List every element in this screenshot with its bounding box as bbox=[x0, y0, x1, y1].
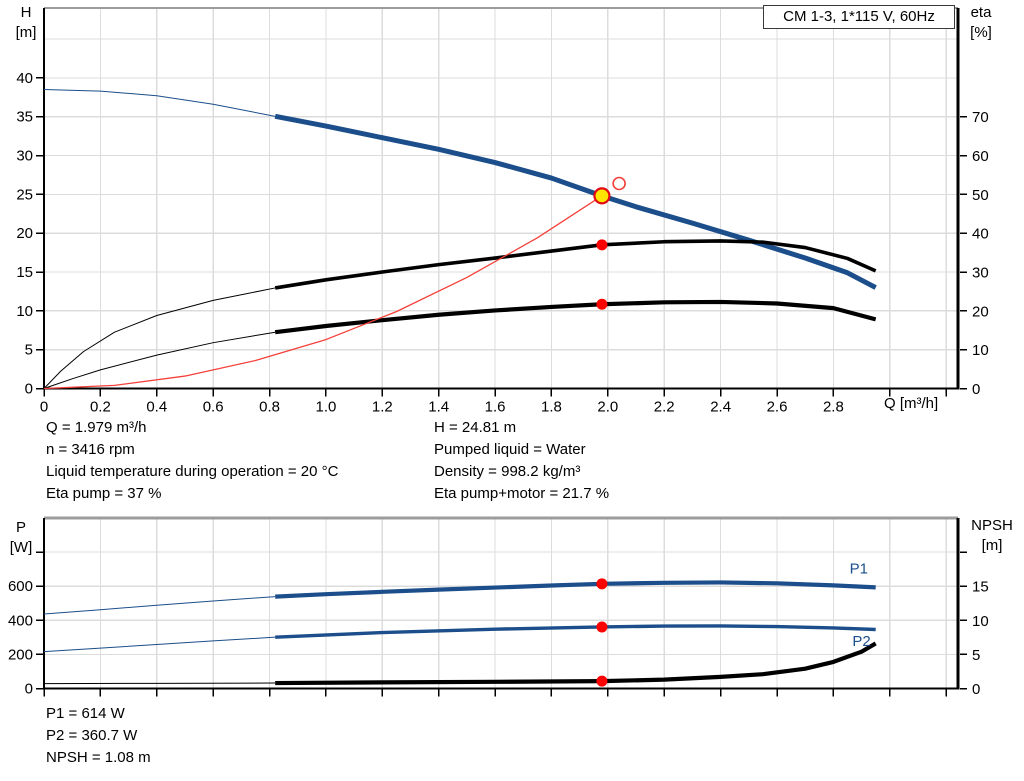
right-tick-label: 5 bbox=[972, 647, 980, 664]
x-tick-label: 0.4 bbox=[146, 399, 167, 416]
right-tick-label: 10 bbox=[972, 613, 989, 630]
p2-value: P2 = 360.7 W bbox=[46, 727, 138, 744]
left-tick-label: 400 bbox=[8, 612, 33, 629]
density-value: Density = 998.2 kg/m³ bbox=[434, 463, 581, 480]
left-tick-label: 5 bbox=[25, 342, 33, 359]
right-tick-label: 40 bbox=[972, 226, 989, 243]
x-tick-label: 0.8 bbox=[259, 399, 280, 416]
h-axis-label-unit: [m] bbox=[15, 24, 37, 41]
npsh-value: NPSH = 1.08 m bbox=[46, 749, 151, 766]
duty-point-marker bbox=[593, 187, 611, 205]
left-tick-label: 40 bbox=[16, 70, 33, 87]
x-tick-label: 1.6 bbox=[485, 399, 506, 416]
npsh-point-marker bbox=[596, 675, 608, 687]
eta-axis-label: eta [%] bbox=[960, 3, 1002, 43]
right-tick-label: 0 bbox=[972, 681, 980, 698]
p1-value: P1 = 614 W bbox=[46, 705, 125, 722]
pumped-liquid-value: Pumped liquid = Water bbox=[434, 441, 586, 458]
eta-pump-motor-curve bbox=[274, 299, 877, 335]
p1-curve-thin bbox=[43, 596, 276, 615]
right-tick-label: 70 bbox=[972, 109, 989, 126]
p2-curve bbox=[275, 624, 876, 639]
left-tick-label: 15 bbox=[16, 264, 33, 281]
left-tick-label: 30 bbox=[16, 148, 33, 165]
eta-pump-point-marker bbox=[596, 239, 608, 251]
left-tick-label: 25 bbox=[16, 186, 33, 203]
operating-data-right: H = 24.81 m Pumped liquid = Water Densit… bbox=[434, 417, 609, 505]
npsh-curve-thin bbox=[43, 682, 276, 685]
right-tick-label: 60 bbox=[972, 148, 989, 165]
head-curve-thin bbox=[43, 89, 276, 117]
eta-pump-motor-curve-thin bbox=[43, 331, 276, 389]
x-tick-label: 0 bbox=[40, 399, 48, 416]
p-axis-label-symbol: P bbox=[15, 519, 26, 536]
x-tick-label: 2.8 bbox=[823, 399, 844, 416]
p2-curve-thin bbox=[43, 636, 276, 653]
q-value: Q = 1.979 m³/h bbox=[46, 419, 147, 436]
x-tick-label: 1.8 bbox=[541, 399, 562, 416]
p1-curve bbox=[275, 580, 876, 599]
hq-chart: 0 0.2 0.4 0.6 0.8 1.0 1.2 1.4 1.6 1.8 2.0 2.2 2.4 2.6… bbox=[16, 7, 989, 416]
x-tick-label: 1.4 bbox=[428, 399, 449, 416]
speed-value: n = 3416 rpm bbox=[46, 441, 135, 458]
eta-axis-label-symbol: eta bbox=[970, 4, 992, 21]
operating-data-left: Q = 1.979 m³/h n = 3416 rpm Liquid tempe… bbox=[46, 417, 338, 505]
left-tick-label: 0 bbox=[25, 681, 33, 698]
h-axis-label: H [m] bbox=[8, 3, 44, 43]
right-tick-label: 50 bbox=[972, 187, 989, 204]
x-tick-label: 2.4 bbox=[710, 399, 731, 416]
eta-pump-curve bbox=[274, 239, 877, 290]
requested-duty-point-marker bbox=[612, 176, 626, 191]
right-tick-label: 20 bbox=[972, 303, 989, 320]
x-tick-label: 1.2 bbox=[372, 399, 393, 416]
power-data: P1 = 614 W P2 = 360.7 W NPSH = 1.08 m bbox=[46, 703, 151, 769]
curve-label-p1: P1 bbox=[850, 560, 868, 577]
head-value: H = 24.81 m bbox=[434, 419, 517, 436]
eta-pump-curve-thin bbox=[43, 287, 276, 389]
npsh-axis-label-unit: [m] bbox=[981, 537, 1003, 554]
x-tick-label: 2.6 bbox=[767, 399, 788, 416]
q-axis-label: Q [m³/h] bbox=[884, 395, 939, 412]
system-curve bbox=[43, 195, 603, 390]
npsh-curve bbox=[275, 641, 877, 686]
x-tick-label: 2.2 bbox=[654, 399, 675, 416]
x-tick-label: 0.6 bbox=[203, 399, 224, 416]
left-tick-label: 10 bbox=[16, 303, 33, 320]
x-tick-label: 0.2 bbox=[90, 399, 111, 416]
power-chart: 0 200 400 600 0 5 10 15 P1 P2 bbox=[8, 516, 989, 698]
eta-pump-value: Eta pump = 37 % bbox=[46, 485, 162, 502]
p-axis-label: P [W] bbox=[4, 518, 38, 558]
npsh-axis-label-symbol: NPSH bbox=[971, 517, 1013, 534]
right-tick-label: 15 bbox=[972, 579, 989, 596]
p-axis-label-unit: [W] bbox=[9, 539, 33, 556]
eta-axis-label-unit: [%] bbox=[970, 24, 992, 41]
x-tick-label: 1.0 bbox=[315, 399, 336, 416]
left-tick-label: 200 bbox=[8, 646, 33, 663]
p2-point-marker bbox=[596, 621, 608, 633]
npsh-axis-label: NPSH [m] bbox=[962, 516, 1022, 556]
eta-pump-motor-value: Eta pump+motor = 21.7 % bbox=[434, 485, 610, 502]
pump-title-box: CM 1-3, 1*115 V, 60Hz bbox=[763, 5, 955, 29]
eta-pump-motor-point-marker bbox=[596, 298, 608, 310]
right-tick-label: 10 bbox=[972, 342, 989, 359]
liquid-temperature-value: Liquid temperature during operation = 20… bbox=[46, 463, 339, 480]
right-tick-label: 30 bbox=[972, 265, 989, 282]
left-tick-label: 35 bbox=[16, 109, 33, 126]
head-curve bbox=[274, 113, 877, 290]
left-tick-label: 0 bbox=[25, 381, 33, 398]
right-tick-label: 0 bbox=[972, 381, 980, 398]
curve-label-p2: P2 bbox=[852, 633, 870, 650]
p1-point-marker bbox=[596, 578, 608, 590]
left-tick-label: 20 bbox=[16, 225, 33, 242]
left-tick-label: 600 bbox=[8, 578, 33, 595]
h-axis-label-symbol: H bbox=[20, 4, 32, 21]
x-tick-label: 2.0 bbox=[597, 399, 618, 416]
